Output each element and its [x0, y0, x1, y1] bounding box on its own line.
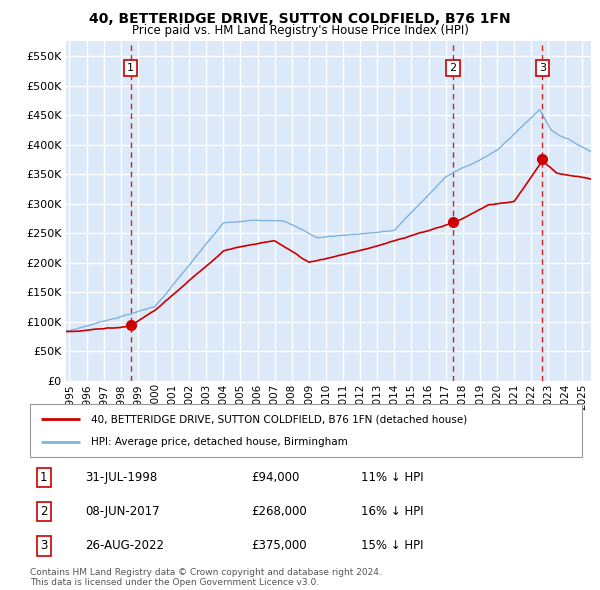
- Text: £268,000: £268,000: [251, 505, 307, 518]
- Text: 16% ↓ HPI: 16% ↓ HPI: [361, 505, 424, 518]
- Text: 11% ↓ HPI: 11% ↓ HPI: [361, 471, 424, 484]
- Text: 3: 3: [539, 63, 546, 73]
- FancyBboxPatch shape: [30, 404, 582, 457]
- Text: Contains HM Land Registry data © Crown copyright and database right 2024.
This d: Contains HM Land Registry data © Crown c…: [30, 568, 382, 587]
- Text: 15% ↓ HPI: 15% ↓ HPI: [361, 539, 424, 552]
- Text: £375,000: £375,000: [251, 539, 307, 552]
- Text: 08-JUN-2017: 08-JUN-2017: [85, 505, 160, 518]
- Text: £94,000: £94,000: [251, 471, 299, 484]
- Text: 40, BETTERIDGE DRIVE, SUTTON COLDFIELD, B76 1FN: 40, BETTERIDGE DRIVE, SUTTON COLDFIELD, …: [89, 12, 511, 26]
- Text: 40, BETTERIDGE DRIVE, SUTTON COLDFIELD, B76 1FN (detached house): 40, BETTERIDGE DRIVE, SUTTON COLDFIELD, …: [91, 414, 467, 424]
- Text: 31-JUL-1998: 31-JUL-1998: [85, 471, 157, 484]
- Text: HPI: Average price, detached house, Birmingham: HPI: Average price, detached house, Birm…: [91, 437, 347, 447]
- Text: Price paid vs. HM Land Registry's House Price Index (HPI): Price paid vs. HM Land Registry's House …: [131, 24, 469, 37]
- Text: 3: 3: [40, 539, 47, 552]
- Text: 1: 1: [127, 63, 134, 73]
- Text: 1: 1: [40, 471, 47, 484]
- Text: 2: 2: [449, 63, 457, 73]
- Text: 2: 2: [40, 505, 47, 518]
- Text: 26-AUG-2022: 26-AUG-2022: [85, 539, 164, 552]
